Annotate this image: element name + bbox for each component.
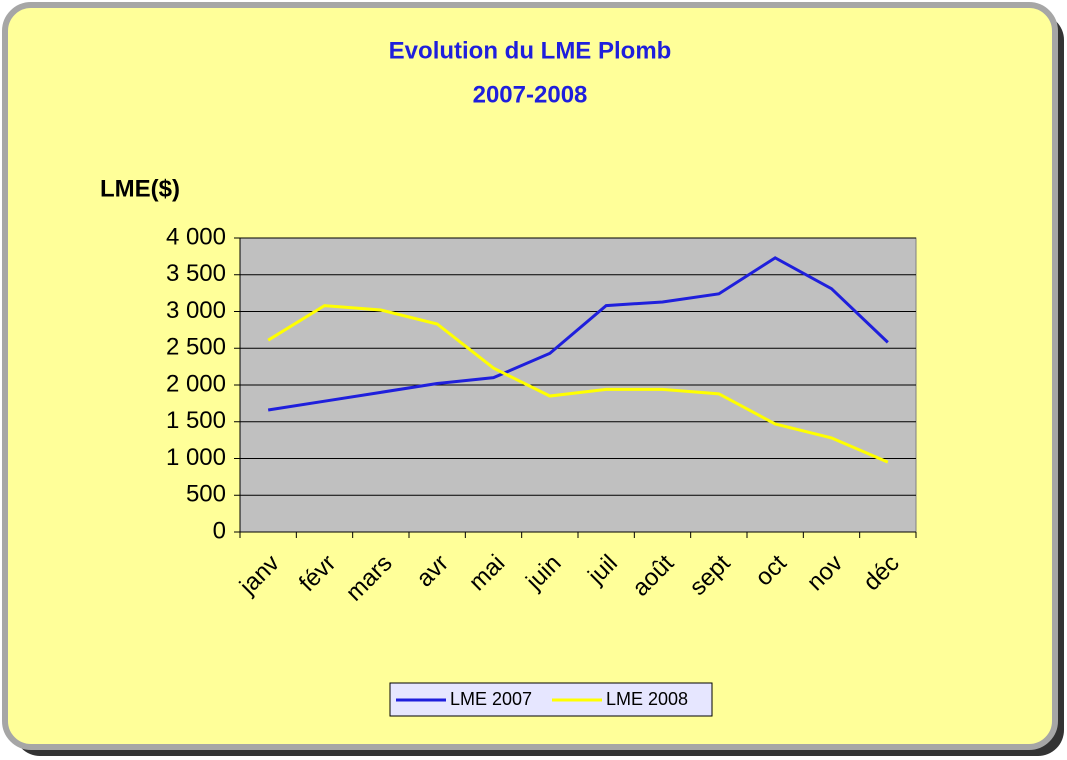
y-tick-label: 2 000 [166,370,226,397]
y-tick-label: 3 500 [166,260,226,287]
chart-title: Evolution du LME Plomb [389,37,672,64]
legend-label: LME 2008 [606,689,688,709]
y-tick-label: 1 000 [166,444,226,471]
y-axis-title: LME($) [100,175,180,202]
legend-label: LME 2007 [450,689,532,709]
y-tick-label: 3 000 [166,297,226,324]
series-line [267,304,889,464]
y-tick-label: 4 000 [166,223,226,250]
series-line [267,256,889,412]
legend: LME 2007 LME 2008 [389,682,713,717]
y-tick-label: 0 [213,517,226,544]
y-tick-label: 2 500 [166,334,226,361]
chart-subtitle: 2007-2008 [473,81,588,108]
y-tick-label: 1 500 [166,407,226,434]
y-tick-label: 500 [186,481,226,508]
